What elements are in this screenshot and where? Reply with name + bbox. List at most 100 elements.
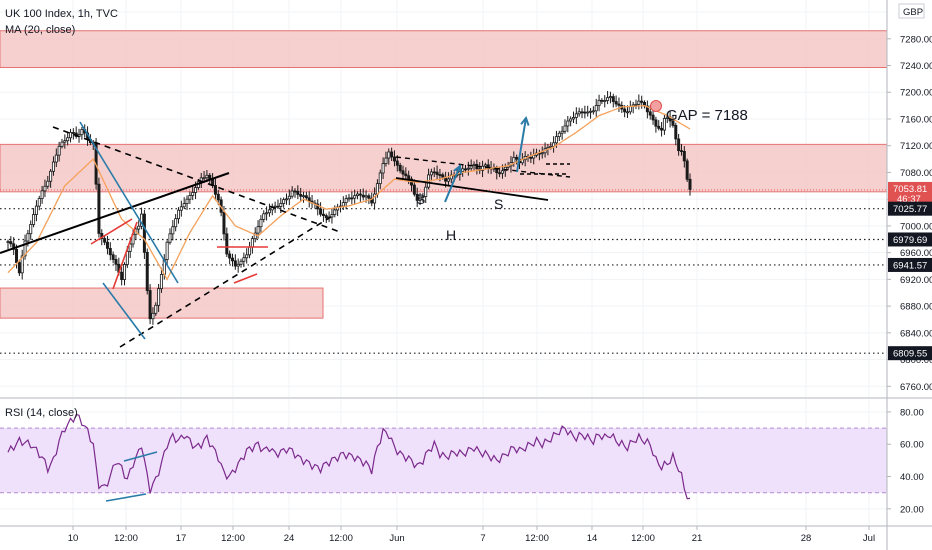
candle-body (347, 197, 351, 200)
candle-body (662, 118, 666, 131)
candle-body (111, 254, 115, 260)
candle-body (606, 97, 610, 101)
candle-body (262, 213, 266, 220)
candle-body (69, 132, 73, 139)
candle-body (353, 195, 357, 199)
price-tick-label: 7240.00 (900, 61, 932, 72)
candle-body (623, 108, 627, 113)
candle-body (464, 168, 468, 171)
candle-body (412, 184, 416, 195)
candle-body (321, 213, 325, 216)
symbol-title: UK 100 Index, 1h, TVC (5, 8, 118, 20)
candle-body (128, 243, 132, 252)
candle-body (188, 195, 192, 200)
level-price-label: 7025.77 (893, 204, 927, 215)
candle-body (228, 253, 232, 259)
rsi-divergence-line (105, 493, 147, 502)
candle-body (233, 260, 237, 267)
time-tick-label: 12:00 (631, 533, 655, 544)
candle-body (108, 247, 112, 256)
candle-body (637, 100, 641, 105)
price-tick-label: 7280.00 (900, 34, 932, 45)
candle-body (549, 145, 553, 148)
candle-body (71, 132, 75, 134)
time-tick-label: 12:00 (525, 533, 549, 544)
candle-body (677, 138, 681, 152)
candle-body (512, 156, 516, 164)
countdown-label: 46:37 (897, 194, 921, 205)
candle-body (120, 271, 124, 280)
candle-body (154, 304, 158, 314)
candle-body (429, 171, 433, 176)
candle-body (114, 259, 118, 265)
price-tick-label: 6920.00 (900, 275, 932, 286)
candle-body (671, 120, 675, 126)
candle-body (571, 117, 575, 120)
candle-body (415, 193, 419, 201)
candle-body (49, 170, 53, 182)
candle-body (387, 151, 391, 159)
candle-body (657, 125, 661, 129)
time-tick-label: 12:00 (329, 533, 353, 544)
candle-body (617, 103, 621, 106)
candle-body (483, 164, 487, 167)
time-tick-label: 7 (480, 533, 485, 544)
candle-body (171, 226, 175, 235)
candle-body (625, 111, 629, 114)
candle-body (529, 157, 533, 159)
candle-body (37, 198, 41, 207)
wedge-lower-dashed (119, 214, 335, 348)
candle-body (344, 198, 348, 204)
candle-body (395, 160, 399, 166)
candle-body (364, 195, 368, 198)
candle-body (566, 120, 570, 127)
candle-body (273, 205, 277, 208)
level-price-label: 6941.57 (893, 260, 927, 271)
candle-body (236, 263, 240, 267)
candle-body (159, 274, 163, 290)
candle-body (608, 96, 612, 99)
candle-body (213, 185, 217, 195)
rsi-tick-label: 20.00 (900, 504, 924, 515)
candle-body (665, 116, 669, 119)
candle-body (381, 163, 385, 174)
candle-body (208, 174, 212, 180)
candle-body (239, 260, 243, 265)
moving-average (7, 104, 691, 281)
candle-body (441, 174, 445, 178)
candle-body (245, 254, 249, 259)
candle-body (302, 195, 306, 198)
candle-body (586, 111, 590, 114)
candle-body (194, 187, 198, 193)
candle-body (375, 183, 379, 195)
candle-body (591, 110, 595, 113)
ma-line (7, 104, 691, 281)
right-shoulder-label: S (494, 196, 503, 212)
time-tick-label: 17 (176, 533, 187, 544)
time-tick-label: 10 (68, 533, 79, 544)
candle-body (185, 198, 189, 205)
candle-body (57, 145, 61, 156)
candle-body (532, 154, 536, 159)
candle-body (66, 137, 70, 142)
candle-body (350, 197, 354, 200)
price-tick-label: 6800.00 (900, 355, 932, 366)
candle-body (398, 164, 402, 172)
level-price-tag (888, 346, 932, 361)
candle-body (225, 233, 229, 255)
candle-body (679, 150, 683, 153)
candle-body (660, 127, 664, 131)
candle-body (554, 136, 558, 144)
candle-body (34, 205, 38, 215)
channel-blue (102, 282, 146, 340)
red-segment (90, 218, 133, 245)
candle-body (597, 99, 601, 106)
left-shoulder-label: S (416, 191, 425, 207)
candle-body (265, 212, 269, 215)
price-tick-label: 7080.00 (900, 168, 932, 179)
level-price-tag (888, 232, 932, 247)
candle-body (43, 185, 47, 192)
